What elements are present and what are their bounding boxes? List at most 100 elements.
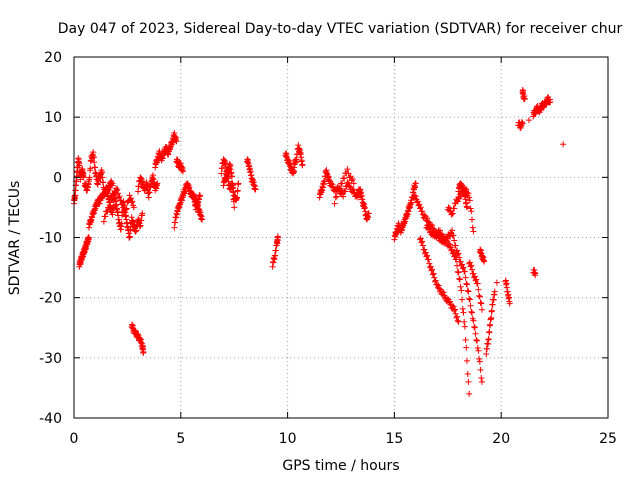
data-point-plus <box>412 193 419 200</box>
data-point-plus <box>331 200 338 207</box>
data-point-plus <box>418 239 425 246</box>
data-point-plus <box>475 286 482 293</box>
data-point-plus <box>435 282 442 289</box>
data-point-plus <box>461 268 468 275</box>
data-point-plus <box>489 301 496 308</box>
data-point-plus <box>99 174 106 181</box>
data-point-plus <box>293 156 300 163</box>
data-point-plus <box>456 275 463 282</box>
data-point-plus <box>135 188 142 195</box>
data-point-plus <box>459 305 466 312</box>
data-point-plus <box>451 237 458 244</box>
y-tick-label: -10 <box>39 231 62 247</box>
data-point-plus <box>123 205 130 212</box>
data-point-plus <box>475 347 482 354</box>
data-point-plus <box>474 280 481 287</box>
data-point-plus <box>488 307 495 314</box>
y-axis-label: SDTVAR / TECUs <box>7 181 23 296</box>
data-point-plus <box>448 211 455 218</box>
data-point-plus <box>465 288 472 295</box>
data-point-plus <box>478 306 485 313</box>
data-point-plus <box>457 258 464 265</box>
axes: 0 5 10 15 20 25 -40 -30 -20 -10 0 10 20 <box>39 50 617 447</box>
data-point-plus <box>230 198 237 205</box>
data-point-plus <box>483 345 490 352</box>
data-point-plus <box>424 252 431 259</box>
data-point-plus <box>454 268 461 275</box>
data-point-plus <box>234 187 241 194</box>
data-point-plus <box>417 235 424 242</box>
data-point-plus <box>336 185 343 192</box>
data-point-plus <box>457 283 464 290</box>
data-point-plus <box>466 194 473 201</box>
data-point-plus <box>133 227 140 234</box>
y-tick-label: 20 <box>44 50 62 66</box>
x-tick-label: 25 <box>599 431 617 447</box>
data-point-plus <box>130 204 137 211</box>
data-point-plus <box>440 289 447 296</box>
data-point-plus <box>483 350 490 357</box>
data-point-plus <box>86 174 93 181</box>
data-point-plus <box>118 201 125 208</box>
data-point-plus <box>452 242 459 249</box>
data-point-plus <box>425 256 432 263</box>
data-point-plus <box>470 270 477 277</box>
data-point-plus <box>421 246 428 253</box>
data-point-plus <box>252 186 259 193</box>
data-point-plus <box>105 204 112 211</box>
data-point-plus <box>179 168 186 175</box>
data-point-plus <box>107 199 114 206</box>
data-point-plus <box>335 186 342 193</box>
data-point-plus <box>349 176 356 183</box>
data-point-plus <box>72 192 79 199</box>
data-point-plus <box>99 169 106 176</box>
data-point-plus <box>122 206 129 213</box>
data-point-plus <box>145 194 152 201</box>
data-point-plus <box>465 378 472 385</box>
data-point-plus <box>342 188 349 195</box>
data-point-plus <box>299 162 306 169</box>
data-point-plus <box>451 205 458 212</box>
data-point-plus <box>462 274 469 281</box>
data-point-plus <box>146 189 153 196</box>
data-point-plus <box>464 204 471 211</box>
data-point-plus <box>110 192 117 199</box>
data-point-plus <box>365 210 372 217</box>
data-point-plus <box>430 270 437 277</box>
data-point-plus <box>437 230 444 237</box>
data-point-plus <box>486 328 493 335</box>
data-point-plus <box>234 194 241 201</box>
data-point-plus <box>463 280 470 287</box>
data-point-plus <box>476 293 483 300</box>
data-point-plus <box>476 358 483 365</box>
data-point-plus <box>493 279 500 286</box>
chart-title: Day 047 of 2023, Sidereal Day-to-day VTE… <box>58 21 623 37</box>
data-point-plus <box>469 224 476 231</box>
data-point-plus <box>454 317 461 324</box>
data-point-plus <box>471 323 478 330</box>
data-point-plus <box>464 357 471 364</box>
data-point-plus <box>454 198 461 205</box>
data-point-plus <box>446 233 453 240</box>
data-point-plus <box>461 318 468 325</box>
data-point-plus <box>127 195 134 202</box>
data-point-plus <box>478 378 485 385</box>
data-point-plus <box>119 200 126 207</box>
data-point-plus <box>90 154 97 161</box>
data-point-plus <box>478 375 485 382</box>
data-point-plus <box>272 252 279 259</box>
data-point-plus <box>341 175 348 182</box>
data-point-plus <box>414 198 421 205</box>
data-point-plus <box>339 180 346 187</box>
data-point-plus <box>432 277 439 284</box>
data-point-plus <box>429 271 436 278</box>
data-point-plus <box>350 187 357 194</box>
data-point-plus <box>109 180 116 187</box>
data-point-plus <box>102 213 109 220</box>
data-point-plus <box>350 180 357 187</box>
data-point-plus <box>433 234 440 241</box>
data-point-plus <box>466 259 473 266</box>
data-point-plus <box>478 300 485 307</box>
